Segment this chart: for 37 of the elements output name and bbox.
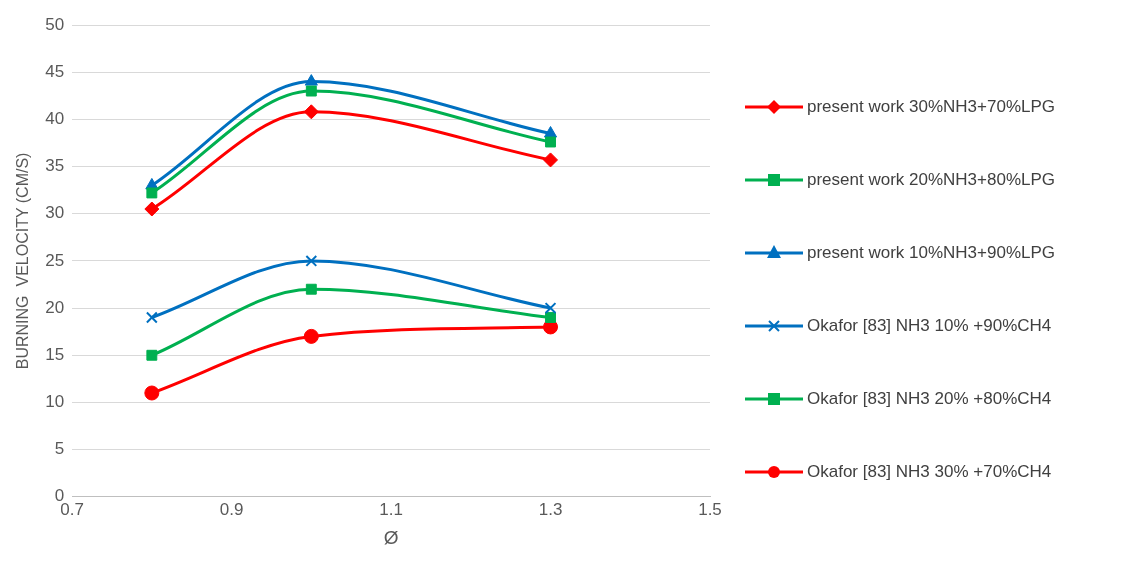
point bbox=[545, 312, 556, 323]
x-tick-label: 1.5 bbox=[698, 499, 722, 519]
point bbox=[543, 152, 559, 168]
point bbox=[144, 201, 160, 217]
y-tick-label: 40 bbox=[45, 109, 65, 129]
point bbox=[305, 85, 317, 97]
point bbox=[146, 349, 158, 361]
legend-label: Okafor [83] NH3 20% +80%CH4 bbox=[807, 388, 1052, 409]
legend-label: present work 10%NH3+90%LPG bbox=[807, 242, 1056, 263]
y-tick-label: 10 bbox=[45, 392, 65, 412]
point bbox=[305, 283, 317, 295]
point bbox=[304, 74, 318, 86]
point bbox=[146, 187, 158, 199]
x-tick-label: 0.9 bbox=[219, 499, 244, 519]
y-tick-label: 35 bbox=[45, 156, 65, 176]
y-tick-label: 15 bbox=[45, 344, 65, 364]
point bbox=[544, 302, 557, 315]
point bbox=[144, 385, 160, 401]
legend-label: present work 20%NH3+80%LPG bbox=[807, 169, 1056, 190]
y-tick-label: 5 bbox=[54, 439, 65, 459]
point bbox=[303, 328, 319, 344]
y-tick-label: 45 bbox=[45, 61, 65, 81]
legend-label: Okafor [83] NH3 30% +70%CH4 bbox=[807, 461, 1052, 482]
x-axis-title: Ø bbox=[383, 526, 399, 548]
point bbox=[545, 136, 556, 148]
y-tick-label: 50 bbox=[45, 14, 65, 34]
legend-label: Okafor [83] NH3 10% +90%CH4 bbox=[807, 315, 1052, 336]
point bbox=[303, 104, 319, 120]
y-tick-label: 20 bbox=[45, 297, 65, 317]
y-tick-label: 25 bbox=[45, 250, 65, 270]
x-tick-label: 1.3 bbox=[538, 499, 563, 519]
y-axis-title: BURNING VELOCITY (CM/S) bbox=[14, 152, 32, 370]
legend-label: present work 30%NH3+70%LPG bbox=[807, 96, 1056, 117]
x-tick-label: 1.1 bbox=[379, 499, 403, 519]
y-tick-label: 30 bbox=[45, 203, 65, 223]
point bbox=[305, 254, 318, 267]
point bbox=[145, 311, 158, 324]
